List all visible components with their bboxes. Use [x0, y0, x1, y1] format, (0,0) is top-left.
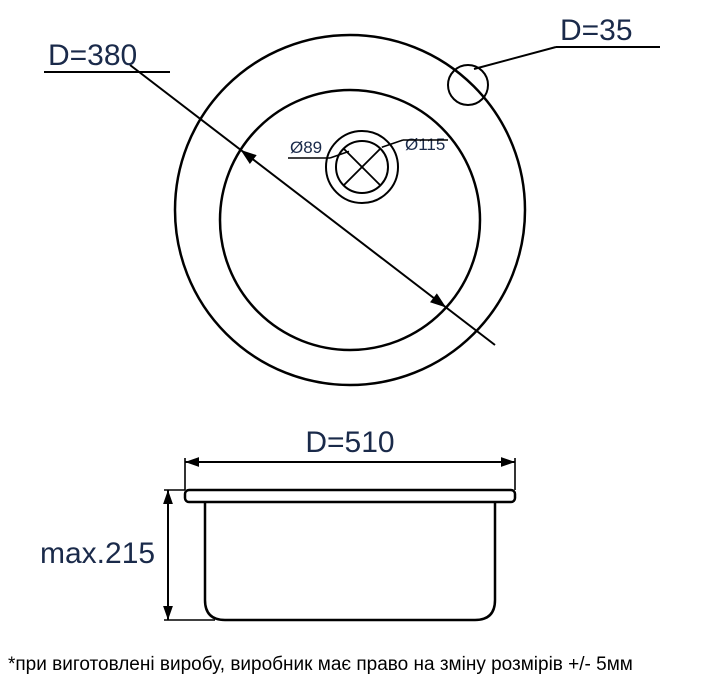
shape-circle	[220, 90, 480, 350]
shape-circle	[175, 35, 525, 385]
shape-arrowhead	[163, 490, 173, 504]
label-max215: max.215	[40, 537, 155, 570]
label-d115: Ø115	[405, 135, 445, 154]
label-d89: Ø89	[290, 138, 322, 157]
label-d35: D=35	[560, 14, 633, 47]
shape-arrowhead	[501, 457, 515, 467]
shape-arrowhead	[163, 606, 173, 620]
shape-circle	[448, 65, 488, 105]
shape-line	[474, 47, 556, 69]
label-d380: D=380	[48, 39, 137, 72]
shape-path	[205, 502, 495, 620]
label-d510: D=510	[305, 426, 394, 459]
shape-rect	[185, 490, 515, 502]
shape-arrowhead	[185, 457, 199, 467]
shape-arrowhead	[241, 150, 257, 164]
shape-arrowhead	[430, 293, 446, 307]
footnote: *при виготовлені виробу, виробник має пр…	[8, 654, 633, 675]
